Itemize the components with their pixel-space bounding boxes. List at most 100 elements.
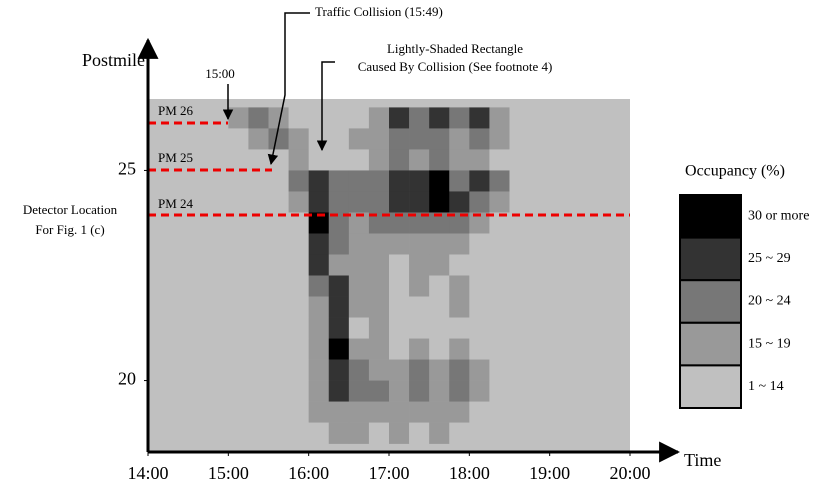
- heat-cell: [288, 317, 309, 339]
- heat-cell: [268, 128, 289, 150]
- heat-cell: [449, 191, 470, 213]
- heat-cell: [368, 233, 390, 255]
- heat-cell: [328, 296, 350, 318]
- heat-cell: [268, 401, 289, 423]
- x-tick-label: 14:00: [127, 463, 168, 483]
- heat-cell: [248, 422, 269, 444]
- heat-cell: [248, 275, 269, 297]
- heat-cell: [389, 296, 410, 318]
- heat-cell: [489, 128, 510, 150]
- heat-cell: [228, 359, 249, 381]
- annotation: PM 25: [158, 150, 193, 165]
- heat-cell: [389, 317, 410, 339]
- heat-cell: [509, 233, 530, 255]
- heat-cell: [409, 296, 430, 318]
- heat-cell: [409, 254, 430, 276]
- heat-cell: [429, 128, 450, 150]
- heat-cell: [449, 170, 470, 192]
- heat-cell: [449, 317, 470, 339]
- heat-cell: [389, 359, 410, 381]
- heat-cell: [409, 359, 430, 381]
- heat-cell: [328, 170, 350, 192]
- annotation: Traffic Collision (15:49): [315, 4, 443, 19]
- heat-cell: [489, 275, 510, 297]
- x-tick-label: 19:00: [529, 463, 570, 483]
- heat-cell: [348, 170, 370, 192]
- annotation: 15:00: [205, 66, 235, 81]
- legend-swatch: [679, 321, 742, 367]
- heat-cell: [509, 275, 530, 297]
- heat-cell: [368, 128, 390, 150]
- heat-cell: [268, 380, 289, 402]
- heat-cell: [509, 170, 530, 192]
- heat-cell: [509, 128, 530, 150]
- heat-cell: [409, 338, 430, 360]
- heat-cell: [308, 359, 330, 381]
- heat-cell: [389, 128, 410, 150]
- heat-cell: [469, 317, 490, 339]
- heat-cell: [368, 422, 390, 444]
- heat-cell: [308, 170, 330, 192]
- heat-cell: [248, 296, 269, 318]
- heat-cell: [489, 296, 510, 318]
- heat-cell: [268, 191, 289, 213]
- annotation: PM 24: [158, 196, 194, 211]
- heat-cell: [368, 254, 390, 276]
- heat-cell: [429, 170, 450, 192]
- heat-cell: [389, 380, 410, 402]
- heat-cell: [469, 296, 490, 318]
- heat-cell: [248, 191, 269, 213]
- heat-cell: [469, 149, 490, 171]
- heat-cell: [268, 317, 289, 339]
- heat-cell: [389, 191, 410, 213]
- heat-cell: [489, 254, 510, 276]
- heat-cell: [308, 212, 330, 234]
- heat-cell: [389, 401, 410, 423]
- heat-cell: [288, 128, 309, 150]
- heat-cell: [469, 128, 490, 150]
- heat-cell: [288, 422, 309, 444]
- heat-cell: [469, 233, 490, 255]
- heat-cell: [529, 128, 550, 150]
- heat-cell: [228, 401, 249, 423]
- legend-label: 20 ~ 24: [748, 294, 791, 309]
- heat-cell: [228, 107, 249, 129]
- heat-cell: [308, 191, 330, 213]
- heat-cell: [328, 149, 350, 171]
- heat-cell: [529, 422, 550, 444]
- legend-label: 15 ~ 19: [748, 336, 791, 351]
- heat-cell: [429, 212, 450, 234]
- heat-cell: [368, 380, 390, 402]
- heat-cell: [529, 380, 550, 402]
- heat-cell: [429, 107, 450, 129]
- heat-cell: [268, 422, 289, 444]
- heat-cell: [389, 233, 410, 255]
- heat-cell: [409, 422, 430, 444]
- heat-cell: [228, 191, 249, 213]
- heat-cell: [529, 254, 550, 276]
- heat-cell: [509, 380, 530, 402]
- heat-cell: [348, 275, 370, 297]
- y-tick-label: 25: [118, 159, 136, 179]
- heat-cell: [409, 128, 430, 150]
- heat-cell: [429, 149, 450, 171]
- heat-cell: [248, 149, 269, 171]
- heat-cell: [509, 149, 530, 171]
- annotation: PM 26: [158, 103, 194, 118]
- heat-cell: [288, 338, 309, 360]
- heat-cell: [328, 359, 350, 381]
- heat-cell: [348, 296, 370, 318]
- heat-cell: [509, 296, 530, 318]
- heat-cell: [228, 422, 249, 444]
- legend-swatch: [679, 279, 742, 324]
- heat-cell: [489, 170, 510, 192]
- heat-cell: [228, 338, 249, 360]
- heat-cell: [288, 212, 309, 234]
- heat-cell: [348, 401, 370, 423]
- heat-cell: [248, 254, 269, 276]
- heat-cell: [469, 401, 490, 423]
- heat-cell: [348, 212, 370, 234]
- heat-cell: [389, 107, 410, 129]
- heat-cell: [308, 254, 330, 276]
- heat-cell: [348, 317, 370, 339]
